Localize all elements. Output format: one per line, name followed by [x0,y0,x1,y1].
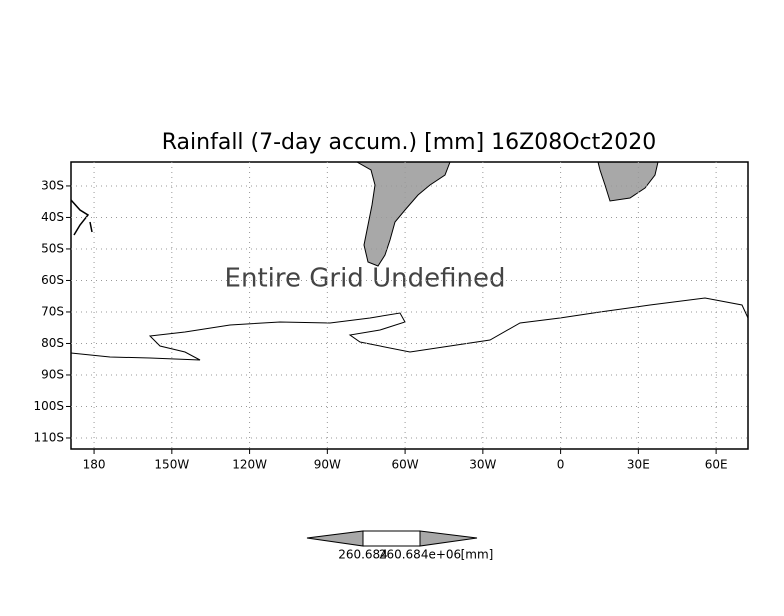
y-tick-label: 60S [41,273,64,287]
x-tick-label: 90W [314,458,341,472]
x-tick-label: 150W [154,458,189,472]
x-tick-label: 60W [392,458,419,472]
colorbar-unit: [mm] [461,548,494,562]
x-tick-label: 180 [83,458,106,472]
x-tick-label: 0 [557,458,565,472]
africa [597,161,659,202]
annotation: Entire Grid Undefined [225,264,506,294]
colorbar-box [362,530,421,547]
chart-title: Rainfall (7-day accum.) [mm] 16Z08Oct202… [162,130,656,155]
colorbar-label: 260.684 [338,548,388,562]
colorbar-low [306,530,364,547]
antarctica [70,297,749,361]
x-tick-label: 30E [627,458,650,472]
x-tick-label: 60E [705,458,728,472]
land [70,161,749,361]
plot-frame [70,161,749,450]
x-tick-label: 120W [232,458,267,472]
y-tick-label: 90S [41,367,64,381]
y-tick-label: 40S [41,210,64,224]
x-tick-label: 30W [469,458,496,472]
y-tick-label: 70S [41,304,64,318]
y-tick-label: 80S [41,336,64,350]
y-tick-label: 30S [41,178,64,192]
y-tick-label: 100S [33,399,64,413]
colorbar-high [419,530,478,547]
new-zealand [70,199,93,236]
y-tick-label: 110S [33,430,64,444]
y-tick-label: 50S [41,241,64,255]
colorbar-label: 260.684e+06 [379,548,461,562]
south-america [355,161,451,267]
colorbar: 260.684 260.684e+06 [mm] [306,530,494,562]
